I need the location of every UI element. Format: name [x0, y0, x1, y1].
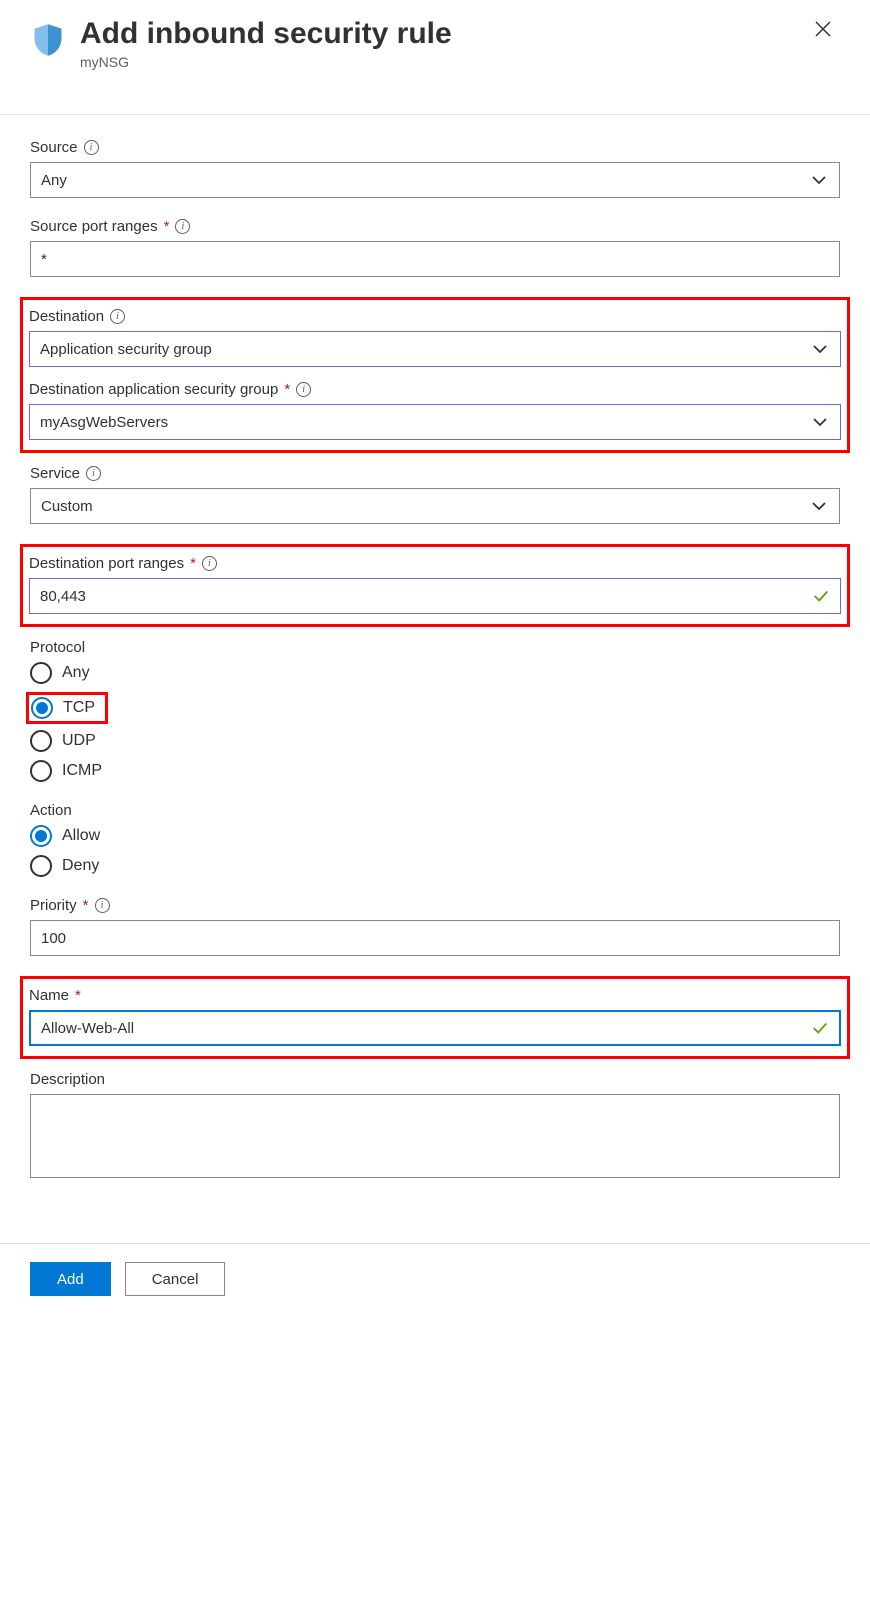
field-priority: Priority * i 100 — [30, 897, 840, 956]
footer: Add Cancel — [0, 1244, 870, 1326]
action-option-allow[interactable]: Allow — [30, 825, 840, 847]
radio-label: Any — [62, 664, 90, 682]
dest-asg-label: Destination application security group — [29, 381, 278, 398]
dest-ports-value: 80,443 — [40, 588, 812, 605]
radio-outer — [30, 855, 52, 877]
required-marker: * — [190, 555, 196, 572]
protocol-option-any[interactable]: Any — [30, 662, 840, 684]
highlight-dest-ports: Destination port ranges * i 80,443 — [20, 544, 850, 627]
check-icon — [812, 587, 830, 605]
field-dest-ports: Destination port ranges * i 80,443 — [29, 555, 841, 614]
radio-label: Allow — [62, 827, 100, 845]
highlight-name: Name * Allow-Web-All — [20, 976, 850, 1059]
priority-input[interactable]: 100 — [30, 920, 840, 956]
info-icon[interactable]: i — [86, 466, 101, 481]
radio-outer — [30, 730, 52, 752]
page-subtitle: myNSG — [80, 54, 806, 70]
source-value: Any — [41, 172, 809, 189]
name-label: Name — [29, 987, 69, 1004]
destination-value: Application security group — [40, 341, 810, 358]
panel-header: Add inbound security rule myNSG — [0, 0, 870, 82]
field-description: Description — [30, 1071, 840, 1183]
protocol-option-icmp[interactable]: ICMP — [30, 760, 840, 782]
service-value: Custom — [41, 498, 809, 515]
info-icon[interactable]: i — [175, 219, 190, 234]
radio-inner — [36, 702, 48, 714]
radio-label: TCP — [63, 699, 95, 717]
field-source-port-ranges: Source port ranges * i * — [30, 218, 840, 277]
field-source: Source i Any — [30, 139, 840, 198]
protocol-option-tcp[interactable]: TCP — [31, 697, 95, 719]
radio-label: ICMP — [62, 762, 102, 780]
info-icon[interactable]: i — [110, 309, 125, 324]
info-icon[interactable]: i — [296, 382, 311, 397]
shield-icon — [30, 22, 66, 58]
radio-outer — [30, 825, 52, 847]
required-marker: * — [164, 218, 170, 235]
name-input[interactable]: Allow-Web-All — [29, 1010, 841, 1046]
radio-outer — [30, 662, 52, 684]
dest-asg-select[interactable]: myAsgWebServers — [29, 404, 841, 440]
field-name: Name * Allow-Web-All — [29, 987, 841, 1046]
source-ports-input[interactable]: * — [30, 241, 840, 277]
info-icon[interactable]: i — [95, 898, 110, 913]
source-ports-value: * — [41, 251, 829, 268]
required-marker: * — [284, 381, 290, 398]
radio-label: Deny — [62, 857, 99, 875]
page-title: Add inbound security rule — [80, 16, 806, 52]
source-select[interactable]: Any — [30, 162, 840, 198]
field-action: Action Allow Deny — [30, 802, 840, 877]
field-service: Service i Custom — [30, 465, 840, 524]
action-option-deny[interactable]: Deny — [30, 855, 840, 877]
close-button[interactable] — [806, 16, 840, 46]
dest-ports-input[interactable]: 80,443 — [29, 578, 841, 614]
required-marker: * — [83, 897, 89, 914]
chevron-down-icon — [809, 496, 829, 516]
name-value: Allow-Web-All — [41, 1020, 811, 1037]
priority-value: 100 — [41, 930, 829, 947]
cancel-button[interactable]: Cancel — [125, 1262, 226, 1296]
chevron-down-icon — [809, 170, 829, 190]
form-area: Source i Any Source port ranges * i * De… — [0, 115, 870, 1243]
description-textarea[interactable] — [30, 1094, 840, 1178]
highlight-protocol-tcp: TCP — [26, 692, 108, 724]
radio-outer — [30, 760, 52, 782]
required-marker: * — [75, 987, 81, 1004]
dest-ports-label: Destination port ranges — [29, 555, 184, 572]
radio-label: UDP — [62, 732, 96, 750]
source-label: Source — [30, 139, 78, 156]
radio-inner — [35, 830, 47, 842]
service-select[interactable]: Custom — [30, 488, 840, 524]
info-icon[interactable]: i — [84, 140, 99, 155]
source-ports-label: Source port ranges — [30, 218, 158, 235]
info-icon[interactable]: i — [202, 556, 217, 571]
destination-label: Destination — [29, 308, 104, 325]
add-button[interactable]: Add — [30, 1262, 111, 1296]
radio-outer — [31, 697, 53, 719]
service-label: Service — [30, 465, 80, 482]
protocol-label: Protocol — [30, 639, 85, 656]
chevron-down-icon — [810, 339, 830, 359]
action-label: Action — [30, 802, 72, 819]
highlight-destination-group: Destination i Application security group… — [20, 297, 850, 453]
field-destination: Destination i Application security group — [29, 308, 841, 367]
check-icon — [811, 1019, 829, 1037]
destination-select[interactable]: Application security group — [29, 331, 841, 367]
description-label: Description — [30, 1071, 105, 1088]
field-protocol: Protocol Any TCP UDP ICMP — [30, 639, 840, 782]
chevron-down-icon — [810, 412, 830, 432]
priority-label: Priority — [30, 897, 77, 914]
dest-asg-value: myAsgWebServers — [40, 414, 810, 431]
field-destination-asg: Destination application security group *… — [29, 381, 841, 440]
protocol-option-udp[interactable]: UDP — [30, 730, 840, 752]
